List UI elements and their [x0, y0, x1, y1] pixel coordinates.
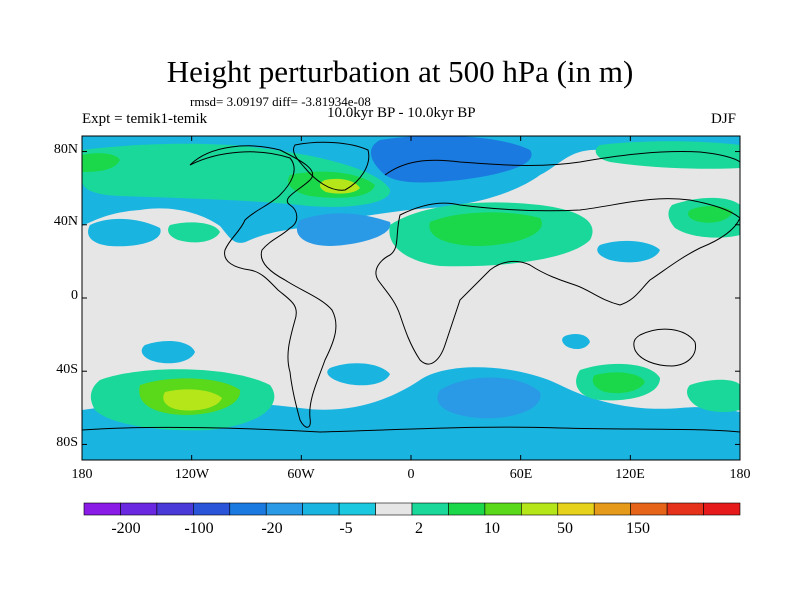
colorbar-swatch [484, 502, 522, 516]
colorbar-swatch [448, 502, 486, 516]
lat-label-0: 0 [71, 288, 78, 303]
colorbar-swatch [411, 502, 449, 516]
colorbar-label: -20 [261, 520, 283, 537]
coastlines [82, 141, 740, 433]
contour-negative-south-band [82, 367, 740, 460]
colorbar-swatch [229, 502, 267, 516]
contour-negative-north-core [371, 136, 532, 183]
lat-label-80s: 80S [56, 435, 78, 450]
contour-negative-south-core [437, 377, 541, 419]
period-label: 10.0kyr BP - 10.0kyr BP [327, 105, 476, 121]
axis-ticks [81, 136, 741, 460]
contour-positive-south-pacific-core [163, 389, 222, 411]
australia-outline [633, 328, 697, 367]
colorbar-swatch [302, 502, 340, 516]
lon-label-0: 0 [407, 467, 415, 482]
contour-negative-south-pacific-small [141, 340, 195, 364]
stats-text: rmsd= 3.09197 diff= -3.81934e-08 [190, 94, 371, 109]
contour-positive-pacific-ne [595, 141, 740, 169]
lon-label-120e: 120E [615, 467, 645, 482]
colorbar-swatch [666, 502, 704, 516]
experiment-label: Expt = temik1-temik [82, 111, 208, 127]
season-label: DJF [711, 111, 737, 127]
greenland-outline [292, 141, 370, 191]
antarctica-coast [82, 426, 740, 433]
americas-outline [189, 145, 337, 428]
contour-negative-south-indian-small [562, 334, 590, 350]
contour-negative-east-asia [597, 240, 660, 263]
colorbar-label: -5 [339, 520, 353, 537]
colorbar-label: -200 [111, 520, 141, 537]
contour-negative-pacific [88, 218, 161, 247]
colorbar-swatch [83, 502, 121, 516]
colorbar-label: 10 [484, 520, 500, 537]
contour-negative-atlantic [296, 213, 391, 246]
colorbar-swatch [557, 502, 595, 516]
colorbar-swatch [630, 502, 668, 516]
colorbar-label: 50 [557, 520, 573, 537]
contour-positive-west [82, 153, 120, 172]
colorbar-swatch [703, 502, 741, 516]
lat-label-80n: 80N [53, 142, 78, 157]
colorbar-label: 150 [626, 520, 650, 537]
colorbar-swatch [120, 502, 158, 516]
colorbar-swatch [375, 502, 413, 516]
colorbar-swatch [193, 502, 231, 516]
colorbar-swatch [265, 502, 303, 516]
lon-label-120w: 120W [174, 467, 210, 482]
contour-positive-south-east-pacific [687, 379, 740, 413]
contour-negative-south-atlantic [327, 363, 390, 386]
colorbar-swatch [338, 502, 376, 516]
colorbar-label: -100 [184, 520, 214, 537]
lon-label-60w: 60W [287, 467, 315, 482]
lat-label-40s: 40S [56, 362, 78, 377]
lon-label-60e: 60E [509, 467, 533, 482]
lon-label-180e: 180 [729, 467, 751, 482]
contour-positive-eurasia-core [429, 212, 542, 246]
colorbar-swatch [156, 502, 194, 516]
colorbar-swatch [521, 502, 559, 516]
contour-positive-greenland-core [319, 178, 360, 194]
lat-label-40n: 40N [53, 214, 78, 229]
map-title: Height perturbation at 500 hPa (in m) [166, 54, 634, 89]
lon-label-180w: 180 [71, 467, 93, 482]
contour-positive-south-indian-core [592, 372, 645, 394]
colorbar-label: 2 [415, 520, 423, 537]
contour-field [82, 136, 740, 460]
contour-positive-west-pacific-core [688, 206, 733, 223]
colorbar [83, 502, 741, 516]
eurasia-africa-outline [375, 198, 740, 365]
arctic-coast [384, 151, 740, 176]
colorbar-swatch [593, 502, 631, 516]
contour-positive-north-pacific [168, 222, 220, 243]
